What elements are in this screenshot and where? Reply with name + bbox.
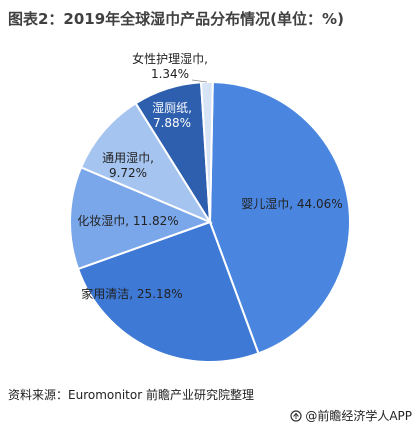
leader-line (191, 79, 207, 83)
chart-title: 图表2：2019年全球湿巾产品分布情况(单位：%) (8, 10, 344, 28)
pie-slice-6 (199, 81, 214, 223)
slice-label-5: 湿厕纸, 7.88% (152, 100, 192, 130)
source-note: 资料来源：Euromonitor 前瞻产业研究院整理 (8, 388, 254, 402)
pie-slice-4 (79, 101, 213, 225)
slice-label-3: 化妆湿巾, 11.82% (77, 213, 178, 228)
brand-footer: @前瞻经济学人APP (290, 407, 412, 424)
pie-slice-2 (76, 220, 260, 363)
brand-text: @前瞻经济学人APP (305, 409, 412, 423)
slice-label-6: 女性护理湿巾, 1.34% (132, 51, 208, 81)
slice-label-1: 婴儿湿巾, 44.06% (241, 196, 342, 211)
pie-slice-1 (208, 81, 351, 355)
slice-label-2: 家用清洁, 25.18% (81, 286, 182, 301)
brand-logo-icon (290, 409, 302, 422)
slice-label-4: 通用湿巾, 9.72% (102, 150, 154, 180)
pie-slice-3 (69, 166, 213, 271)
